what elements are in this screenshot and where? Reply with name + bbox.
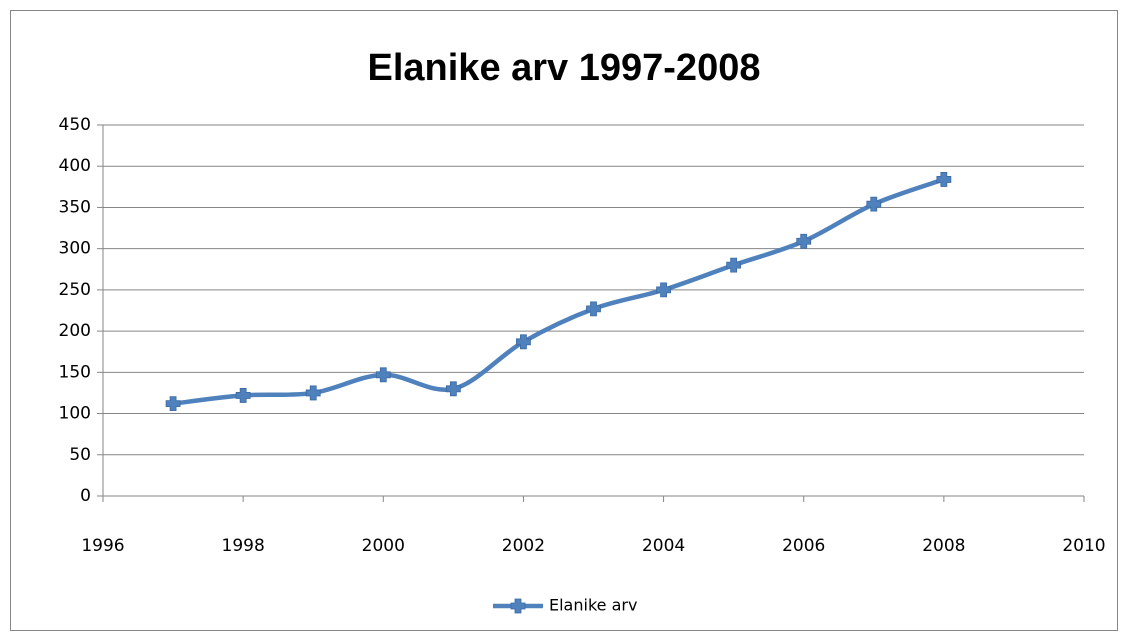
marker [866, 196, 882, 212]
marker [796, 233, 812, 249]
x-tick-label: 2010 [1062, 536, 1105, 556]
marker [586, 301, 601, 317]
marker [375, 367, 391, 383]
y-tick-label: 450 [59, 115, 91, 135]
y-tick-label: 300 [59, 239, 91, 259]
y-tick-label: 200 [59, 321, 91, 341]
y-tick-label: 350 [59, 197, 91, 217]
marker [235, 388, 251, 403]
y-tick-label: 400 [59, 156, 91, 176]
x-tick-label: 1998 [222, 536, 265, 556]
legend-marker [510, 598, 526, 614]
x-tick-label: 1996 [81, 536, 124, 556]
y-tick-label: 50 [69, 445, 91, 465]
x-tick-label: 2006 [782, 536, 825, 556]
x-tick-label: 2004 [642, 536, 685, 556]
x-tick-label: 2000 [362, 536, 405, 556]
y-tick-label: 250 [59, 280, 91, 300]
marker [726, 257, 742, 273]
marker [165, 396, 181, 412]
marker [516, 334, 531, 350]
legend-label: Elanike arv [549, 596, 637, 615]
chart-title: Elanike arv 1997-2008 [368, 47, 761, 89]
x-tick-label: 2008 [922, 536, 965, 556]
y-tick-label: 150 [59, 362, 91, 382]
marker [656, 282, 671, 298]
y-tick-label: 0 [80, 486, 91, 506]
y-tick-label: 100 [59, 404, 91, 424]
marker [305, 385, 321, 401]
x-tick-label: 2002 [502, 536, 545, 556]
marker [936, 172, 952, 187]
marker [445, 381, 461, 397]
